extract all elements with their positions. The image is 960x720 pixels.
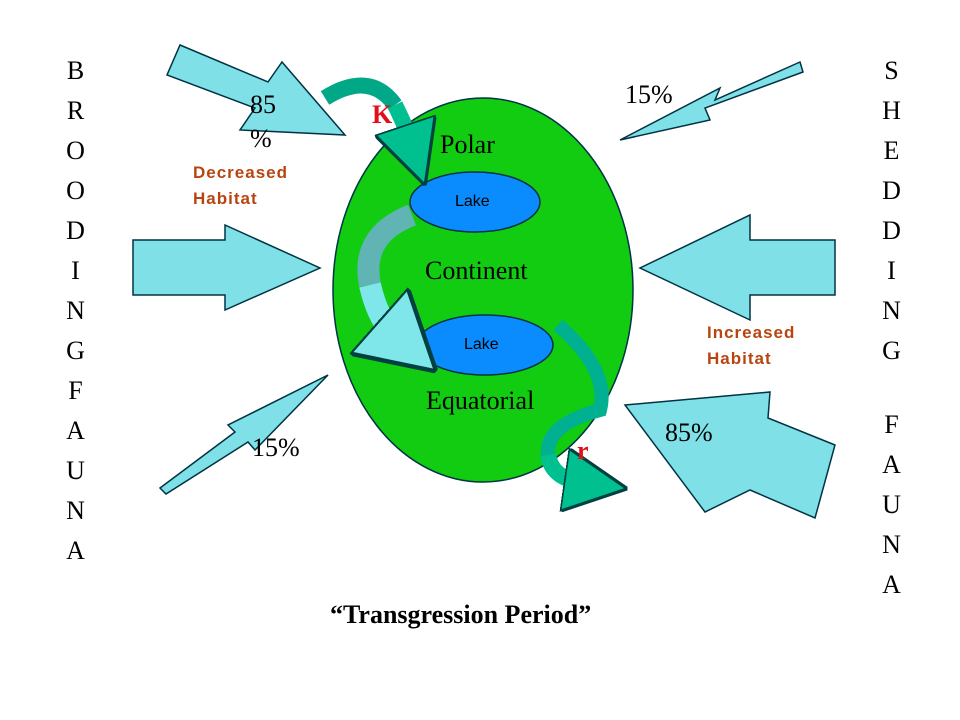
- right-label-2: FAUNA: [877, 410, 906, 610]
- arrow-top-left: [165, 44, 347, 136]
- migration-arrow: [370, 282, 395, 335]
- polar-label: Polar: [440, 130, 495, 159]
- r-curve: [540, 319, 609, 456]
- r-arrow: [540, 455, 580, 482]
- arrow-top-right: [619, 60, 804, 141]
- migration-curve: [357, 204, 417, 288]
- arrow-middle-right: [638, 213, 836, 322]
- continent-label: Continent: [425, 256, 528, 285]
- continent-shape: [332, 97, 634, 483]
- percent-label: 85 %: [250, 90, 276, 153]
- arrow-bottom-right: [623, 391, 836, 520]
- r-label: r: [577, 436, 589, 465]
- polar-lake: [409, 171, 541, 233]
- equatorial-label: Equatorial: [426, 386, 535, 415]
- k-curve: [320, 77, 402, 110]
- lake-label: Lake: [455, 193, 490, 210]
- left-label: BROODINGFAUNA: [61, 56, 90, 576]
- percent-label: 15%: [625, 80, 673, 109]
- k-label: K: [372, 100, 393, 129]
- arrow-bottom-left: [158, 374, 329, 495]
- k-arrow: [395, 101, 410, 140]
- percent-label: 15%: [252, 433, 300, 462]
- arrow-middle-left: [132, 223, 322, 312]
- percent-label: 85%: [665, 418, 713, 447]
- habitat-label: Increased Habitat: [707, 323, 796, 368]
- right-label-1: SHEDDING: [877, 56, 906, 376]
- caption: “Transgression Period”: [330, 600, 592, 629]
- lake-label: Lake: [464, 336, 499, 353]
- habitat-label: Decreased Habitat: [193, 163, 289, 208]
